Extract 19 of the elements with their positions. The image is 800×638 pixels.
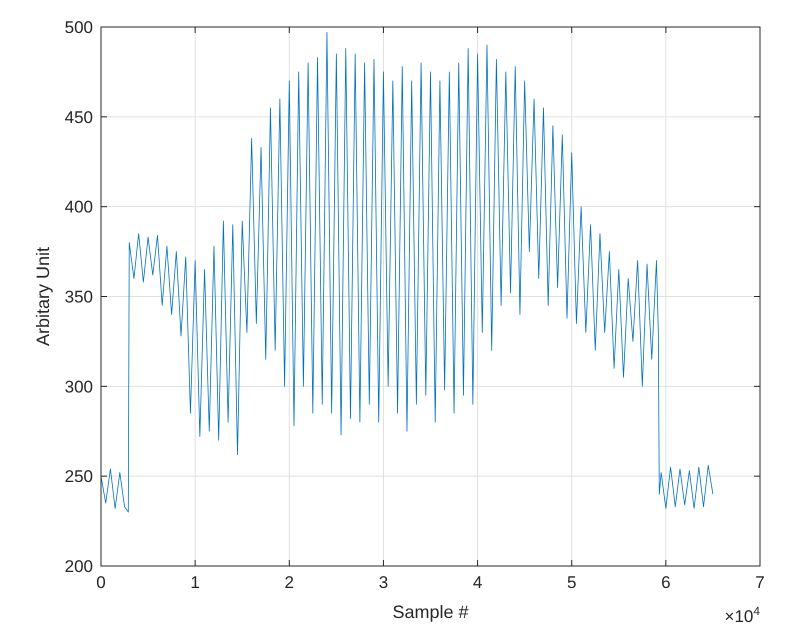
line-series — [100, 32, 714, 512]
x-tick-label: 4 — [472, 573, 482, 592]
y-tick-label: 300 — [64, 377, 93, 396]
y-axis-title: Arbitary Unit — [33, 246, 53, 346]
x-axis-title: Sample # — [392, 602, 469, 622]
x-tick-label: 2 — [284, 573, 294, 592]
y-tick-label: 400 — [64, 198, 93, 217]
x-tick-label: 3 — [378, 573, 388, 592]
y-tick-label: 500 — [64, 18, 93, 37]
x-tick-label: 5 — [566, 573, 576, 592]
y-tick-label: 450 — [64, 108, 93, 127]
y-tick-label: 250 — [64, 467, 93, 486]
y-tick-label: 350 — [64, 288, 93, 306]
x-tick-label: 7 — [755, 573, 765, 592]
x-tick-label: 1 — [190, 573, 200, 592]
x-tick-label: 0 — [96, 573, 106, 592]
x-tick-label: 6 — [661, 573, 671, 592]
text: ×10$^{4}$ — [724, 604, 760, 626]
y-tick-label: 200 — [64, 557, 93, 576]
